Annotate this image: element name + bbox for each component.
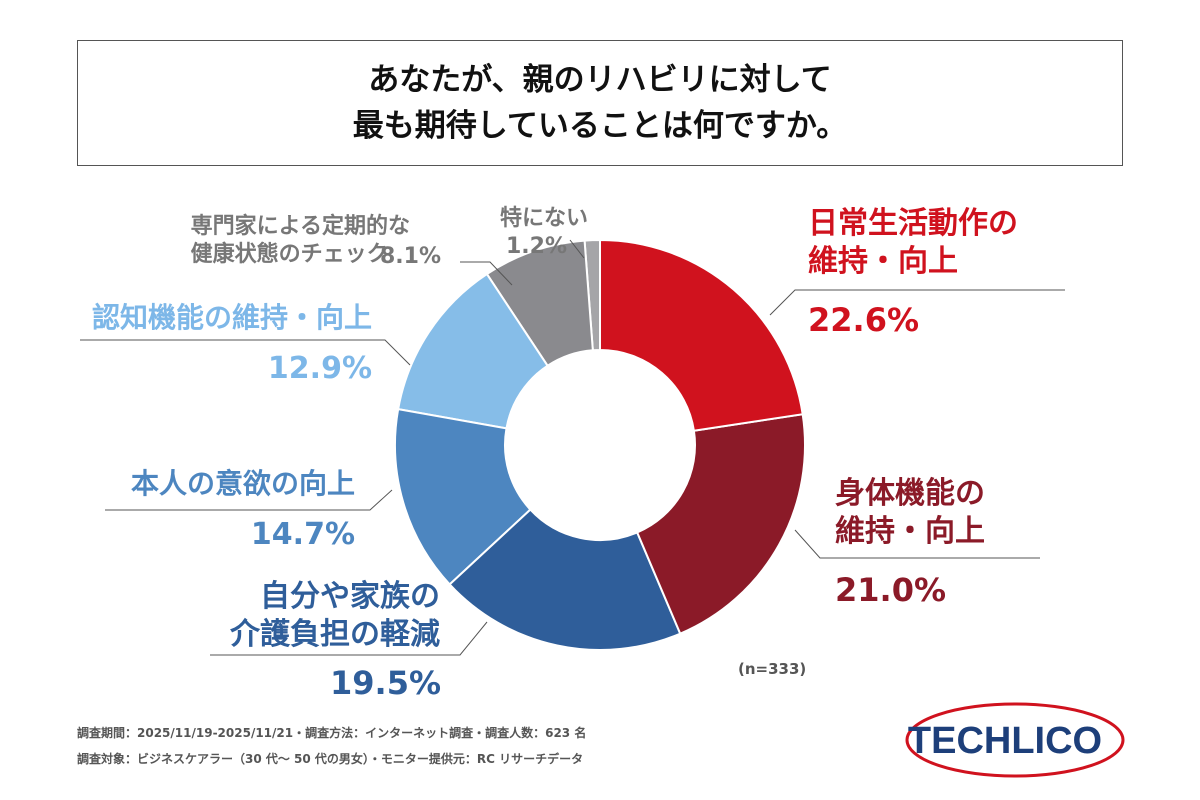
footnote: 調査期間：2025/11/19-2025/11/21・調査方法：インターネット調… [77, 726, 587, 740]
donut-slice [485, 239, 594, 368]
slice-label: 専門家による定期的な 健康状態のチェック [190, 214, 410, 267]
leader-lines [80, 239, 1065, 656]
value-label: 22.6% [808, 301, 920, 339]
slice-label: 身体機能の 維持・向上 [835, 476, 985, 549]
donut-slice [599, 238, 804, 432]
footnote: 調査対象：ビジネスケアラー（30 代～ 50 代の男女）・モニター提供元：RC … [77, 752, 584, 766]
value-label: 1.2% [506, 234, 568, 259]
value-label: 8.1% [380, 244, 442, 269]
slice-label: 自分や家族の 介護負担の軽減 [230, 579, 440, 652]
slice-label: 日常生活動作の 維持・向上 [808, 206, 1018, 279]
logo: TECHLICO [908, 720, 1102, 762]
value-label: 12.9% [267, 351, 372, 386]
slice-label: 認知機能の維持・向上 [91, 301, 372, 334]
chart-title: あなたが、親のリハビリに対して 最も期待していることは何ですか。 [77, 40, 1123, 166]
value-label: 19.5% [330, 664, 442, 702]
donut-slice [397, 272, 549, 430]
slice-label: 特にない [500, 206, 589, 231]
slice-label: 本人の意欲の向上 [130, 467, 355, 500]
logo-ring [905, 702, 1125, 778]
sample-note: (n=333) [738, 660, 807, 678]
donut-slice [448, 508, 682, 651]
donut-slice [635, 413, 806, 635]
value-label: 14.7% [250, 517, 355, 552]
value-label: 21.0% [835, 571, 947, 609]
